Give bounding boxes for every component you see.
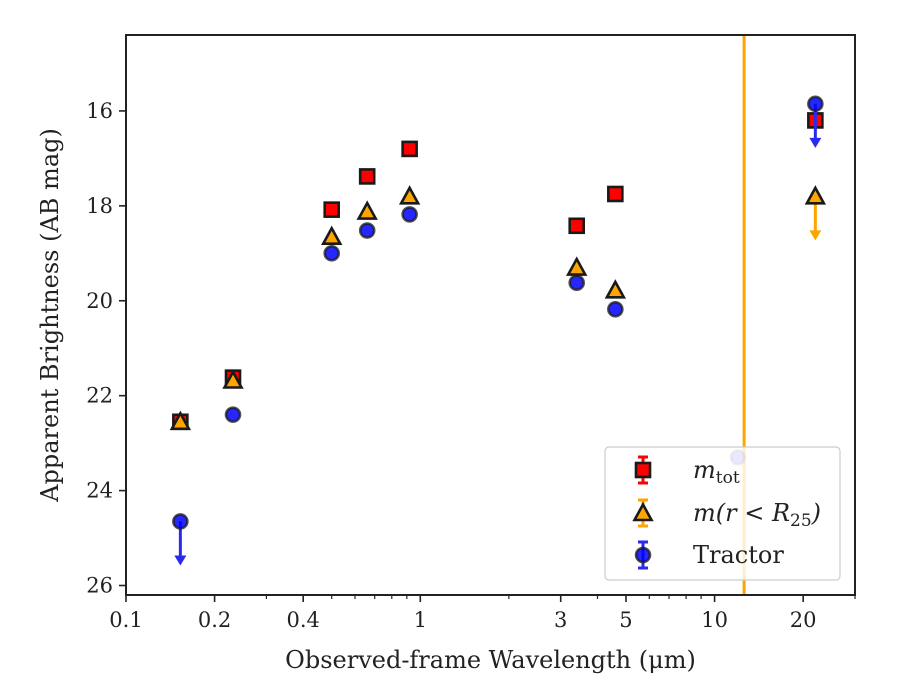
data-point-circle-2 <box>323 245 341 262</box>
data-point-triangle-3 <box>356 200 378 220</box>
data-point-triangle-1 <box>222 369 244 389</box>
plot-frame <box>125 34 856 596</box>
x-tick-label-20: 20 <box>790 608 817 632</box>
data-point-triangle-2 <box>321 225 343 245</box>
x-axis-label: Observed-frame Wavelength (μm) <box>285 646 696 674</box>
legend-marker-circle <box>634 546 652 564</box>
legend-label-mtot: mtot <box>693 456 740 488</box>
upper-limit-arrow-1-7-head <box>809 230 822 241</box>
series-1 <box>169 185 827 431</box>
data-point-circle-4 <box>401 206 418 223</box>
legend-label-mtot-sub: tot <box>716 468 740 488</box>
data-point-triangle-0 <box>169 410 192 431</box>
x-tick-label-0.2: 0.2 <box>198 608 231 632</box>
legend-label-m-r25-main: m(r < R <box>693 499 790 527</box>
legend-marker-triangle <box>632 501 654 522</box>
y-tick-label-18: 18 <box>86 194 113 218</box>
legend: mtot m(r < R25) Tractor <box>604 446 841 581</box>
y-tick-label-22: 22 <box>86 384 113 408</box>
x-tick-label-3: 3 <box>554 608 567 632</box>
series-0 <box>172 112 824 431</box>
x-tick-label-10: 10 <box>701 608 728 632</box>
legend-label-m-r25: m(r < R25) <box>693 499 821 531</box>
y-axis-label: Apparent Brightness (AB mag) <box>36 128 64 503</box>
data-point-triangle-5 <box>566 256 588 276</box>
upper-limit-arrow-2-0-head <box>174 555 187 566</box>
legend-label-m-r25-tail: ) <box>811 499 821 527</box>
legend-markers <box>632 455 654 570</box>
data-point-triangle-4 <box>398 185 421 205</box>
data-point-circle-5 <box>568 274 586 292</box>
x-tick-label-5: 5 <box>619 608 632 632</box>
data-point-square-6 <box>607 185 624 203</box>
data-point-circle-6 <box>607 301 624 318</box>
legend-label-tractor-main: Tractor <box>693 541 784 569</box>
upper-limit-arrow-2-8-head <box>809 137 822 148</box>
y-tick-label-26: 26 <box>86 574 113 598</box>
x-tick-label-0.4: 0.4 <box>286 608 319 632</box>
data-point-circle-3 <box>358 222 376 239</box>
data-point-circle-1 <box>224 406 242 423</box>
x-tick-label-1: 1 <box>414 608 427 632</box>
data-point-triangle-6 <box>604 279 627 299</box>
data-point-square-5 <box>568 217 586 235</box>
data-point-circle-8 <box>807 95 824 113</box>
legend-label-tractor: Tractor <box>693 541 784 569</box>
data-point-square-2 <box>323 201 341 218</box>
y-tick-label-24: 24 <box>86 479 113 503</box>
legend-label-m-r25-sub: 25 <box>790 511 812 531</box>
data-point-circle-0 <box>172 513 189 530</box>
data-point-square-3 <box>358 168 376 185</box>
data-point-square-4 <box>401 140 418 158</box>
legend-marker-square <box>634 461 652 479</box>
y-tick-label-16: 16 <box>86 99 113 123</box>
legend-box <box>604 446 841 581</box>
y-tick-label-20: 20 <box>86 289 113 313</box>
legend-label-mtot-main: m <box>693 456 716 484</box>
data-point-triangle-7 <box>804 185 827 205</box>
ticks-layer: 0.1 0.2 0.4 1 3 5 10 20 16 18 20 22 24 26 <box>86 99 856 632</box>
x-tick-label-0.1: 0.1 <box>109 608 142 632</box>
